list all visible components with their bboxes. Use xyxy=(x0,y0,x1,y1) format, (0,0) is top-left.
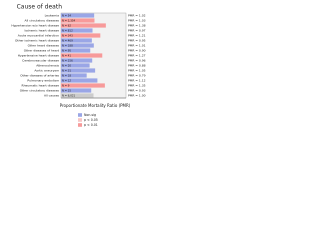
n-label: N = 20 xyxy=(62,64,71,68)
value-label: PMR = 1.03 xyxy=(128,19,146,23)
bar xyxy=(61,53,103,58)
chart-title: Cause of death xyxy=(17,4,63,11)
category-label: Rheumatic heart disease xyxy=(22,84,60,88)
category-label: Acute myocardial infarction xyxy=(18,34,59,38)
category-label: Hypertensive heart disease xyxy=(18,54,59,58)
bar xyxy=(61,78,98,83)
n-label: N = 812 xyxy=(62,29,73,33)
bar xyxy=(61,93,94,98)
n-label: N = 188 xyxy=(62,44,73,48)
bar xyxy=(61,33,101,38)
category-label: Atherosclerosis xyxy=(36,64,59,68)
value-label: PMR = 1.12 xyxy=(128,79,146,83)
category-label: Other diseases of heart xyxy=(24,49,60,53)
category-label: Other ischemic heart disease xyxy=(15,39,59,43)
value-label: PMR = 1.38 xyxy=(128,24,146,28)
n-label: N = 1,354 xyxy=(62,19,76,23)
n-label: N = 62 xyxy=(62,24,71,28)
bar xyxy=(61,73,87,78)
value-label: PMR = 1.21 xyxy=(128,34,146,38)
value-label: PMR = 0.79 xyxy=(128,74,146,78)
category-label: Other heart diseases xyxy=(28,44,60,48)
category-label: All circulatory diseases xyxy=(25,19,60,23)
category-label: Aortic aneurysm xyxy=(34,69,59,73)
n-label: N = 41 xyxy=(62,54,71,58)
legend-label: p < 0.01 xyxy=(84,123,98,127)
value-label: PMR = 1.05 xyxy=(128,69,146,73)
bar xyxy=(61,63,90,68)
bar xyxy=(61,88,92,93)
n-label: N = 469 xyxy=(62,39,73,43)
n-label: N = 15 xyxy=(62,89,71,93)
n-label: N = 6,021 xyxy=(62,94,76,98)
value-label: PMR = 0.97 xyxy=(128,29,146,33)
legend-swatch xyxy=(78,118,82,122)
chart: Cause of death Proportionate Mortality R… xyxy=(11,4,146,128)
legend-label: p < 0.05 xyxy=(84,118,98,122)
category-label: Cerebrovascular disease xyxy=(22,59,59,63)
bar xyxy=(61,43,94,48)
value-label: PMR = 1.35 xyxy=(128,84,146,88)
n-label: N = 18 xyxy=(62,74,71,78)
value-label: PMR = 0.90 xyxy=(128,49,146,53)
category-label: Other circulatory diseases xyxy=(20,89,60,93)
n-label: N = 95 xyxy=(62,49,71,53)
bar xyxy=(61,18,95,23)
bar xyxy=(61,28,93,33)
value-label: PMR = 1.02 xyxy=(128,14,146,18)
category-label: Pulmonary embolism xyxy=(27,79,59,83)
legend-swatch xyxy=(78,113,82,117)
bar xyxy=(61,23,106,28)
value-label: PMR = 1.27 xyxy=(128,54,146,58)
category-label: Other diseases of arteries xyxy=(20,74,59,78)
bar xyxy=(61,83,105,88)
legend-label: Non-sig xyxy=(84,113,96,117)
bar xyxy=(61,48,91,53)
x-axis-label: Proportionate Mortality Ratio (PMR) xyxy=(60,103,131,108)
category-label: Hypertension w/o heart disease xyxy=(11,24,59,28)
value-label: PMR = 0.93 xyxy=(128,89,146,93)
value-label: PMR = 0.88 xyxy=(128,64,146,68)
bar xyxy=(61,13,95,18)
category-label: Leukemia xyxy=(45,14,60,18)
value-label: PMR = 1.01 xyxy=(128,44,146,48)
n-label: N = 343 xyxy=(62,34,73,38)
bar xyxy=(61,58,93,63)
value-label: PMR = 0.96 xyxy=(128,59,146,63)
n-label: N = 12 xyxy=(62,79,71,83)
n-label: N = 9 xyxy=(62,84,70,88)
bar xyxy=(61,38,92,43)
category-label: All causes xyxy=(44,94,59,98)
category-label: Ischemic heart disease xyxy=(24,29,59,33)
legend-swatch xyxy=(78,123,82,127)
n-label: N = 31 xyxy=(62,69,71,73)
n-label: N = 54 xyxy=(62,14,71,18)
value-label: PMR = 1.00 xyxy=(128,94,146,98)
n-label: N = 156 xyxy=(62,59,73,63)
value-label: PMR = 0.95 xyxy=(128,39,146,43)
bar xyxy=(61,68,96,73)
